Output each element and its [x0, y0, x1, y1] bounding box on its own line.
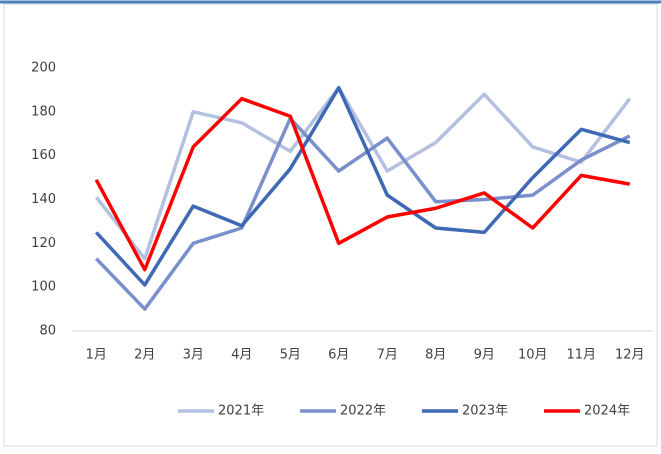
x-tick-label: 4月: [231, 348, 252, 363]
y-tick-label: 100: [31, 280, 56, 295]
x-tick-label: 3月: [183, 348, 204, 363]
legend-label: 2021年: [218, 404, 264, 419]
y-tick-label: 120: [31, 236, 56, 251]
x-tick-label: 2月: [134, 348, 155, 363]
y-tick-label: 80: [39, 324, 56, 339]
legend-label: 2024年: [584, 404, 630, 419]
x-tick-label: 5月: [280, 348, 301, 363]
line-series: [94, 116, 631, 311]
line-series: [94, 85, 631, 287]
line-series: [94, 85, 632, 261]
legend-label: 2022年: [340, 404, 386, 419]
y-tick-label: 160: [31, 148, 56, 163]
y-tick-label: 200: [31, 61, 56, 76]
x-tick-label: 7月: [377, 348, 398, 363]
x-tick-label: 9月: [474, 348, 495, 363]
y-tick-label: 140: [31, 192, 56, 207]
y-tick-label: 180: [31, 104, 56, 119]
line-series: [94, 96, 631, 272]
x-tick-label: 8月: [425, 348, 446, 363]
x-tick-label: 10月: [518, 348, 548, 363]
legend-label: 2023年: [462, 404, 508, 419]
x-tick-label: 1月: [86, 348, 107, 363]
x-tick-label: 6月: [328, 348, 349, 363]
x-tick-label: 11月: [566, 348, 596, 363]
x-tick-label: 12月: [615, 348, 645, 363]
